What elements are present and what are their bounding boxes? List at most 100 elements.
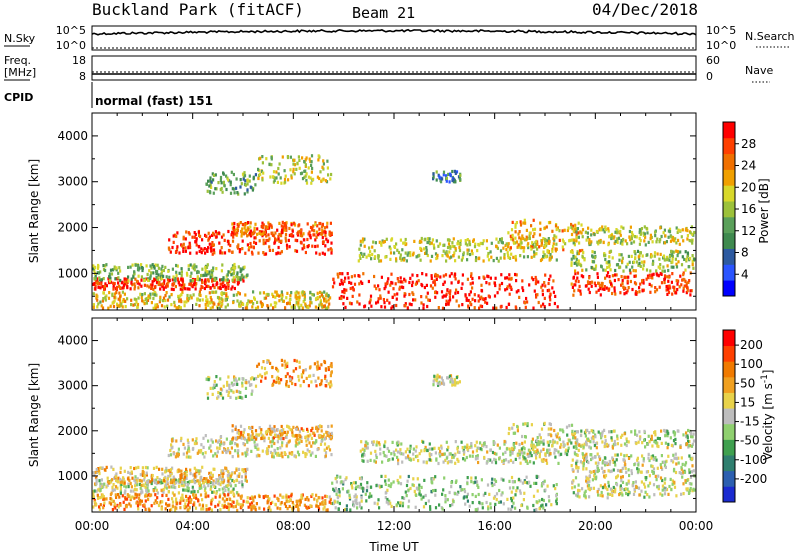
power-data-layer: [92, 154, 696, 310]
nsearch-top-tick: 10^5: [706, 24, 736, 37]
cbar-swatch-5: [723, 408, 735, 425]
power-cbar-tick-1: 8: [741, 246, 749, 260]
echo-band-10: [571, 473, 696, 500]
echo-band-5: [257, 154, 333, 185]
cbar-swatch-9: [723, 137, 735, 155]
cbar-swatch-7: [723, 169, 735, 186]
power-cbar-tick-6: 28: [741, 137, 756, 151]
power-x-axis: [91, 113, 697, 310]
echo-band-6: [205, 375, 258, 400]
xtick-label-6: 00:00: [679, 519, 714, 533]
nsearch-label: N.Search: [745, 30, 795, 43]
cbar-swatch-10: [723, 330, 735, 347]
power-y-axis: 1000 2000 3000 4000: [57, 129, 696, 297]
velocity-colorbar: 200 100 50 15 -15 -50 -100 -200 Velocity [m s-1…: [722, 329, 775, 503]
cbar-swatch-1: [723, 264, 735, 281]
beam-label: Beam 21: [352, 4, 415, 22]
cbar-swatch-2: [723, 455, 735, 472]
xtick-label-5: 20:00: [578, 519, 613, 533]
cbar-swatch-8: [723, 153, 735, 170]
echo-band-5: [256, 358, 333, 389]
cbar-swatch-3: [723, 439, 735, 456]
cbar-swatch-4: [723, 216, 735, 234]
ytick-label-0: 1000: [57, 266, 88, 280]
ytick-label-3: 4000: [57, 334, 88, 348]
velocity-cbar-tick-3: 15: [740, 395, 755, 409]
nsky-label: N.Sky: [4, 32, 36, 45]
ytick-label-1: 2000: [57, 424, 88, 438]
nsky-bottom-tick: 10^0: [56, 39, 86, 52]
echo-band-10: [570, 271, 693, 297]
date-label: 04/Dec/2018: [592, 0, 698, 19]
echo-band-2: [92, 492, 333, 512]
echo-band-11: [570, 249, 696, 273]
power-ylabel: Slant Range [km]: [27, 159, 41, 263]
echo-band-4: [231, 220, 333, 238]
cbar-swatch-7: [723, 376, 735, 393]
cbar-swatch-4: [723, 423, 735, 440]
velocity-cbar-tick-7: -200: [740, 472, 767, 486]
station-title: Buckland Park (fitACF): [92, 0, 304, 19]
echo-band-12: [570, 225, 696, 247]
cbar-swatch-8: [723, 361, 735, 378]
velocity-cbar-tick-5: -50: [740, 434, 760, 448]
echo-band-7: [331, 474, 558, 512]
cbar-swatch-6: [723, 185, 735, 202]
cbar-swatch-6: [723, 392, 735, 409]
power-colorbar: 4 8 12 16 20 24 28 Power [dB]: [722, 121, 771, 297]
power-cbar-tick-0: 4: [741, 267, 749, 281]
velocity-xlabel: Time UT: [368, 540, 419, 554]
echo-band-11: [570, 452, 695, 476]
ytick-label-2: 3000: [57, 175, 88, 189]
echo-band-1: [92, 262, 249, 283]
xtick-label-3: 12:00: [377, 519, 412, 533]
cpid-strip: CPID normal (fast) 151: [4, 82, 213, 108]
cbar-swatch-0: [723, 280, 735, 297]
freq-top-tick: 18: [72, 54, 86, 67]
cbar-swatch-1: [723, 470, 735, 487]
echo-band-7: [331, 272, 559, 310]
velocity-cbar-label: Velocity [m s-1]: [760, 370, 775, 461]
echo-band-1: [92, 465, 249, 485]
power-cbar-tick-2: 12: [741, 224, 756, 238]
power-panel: 1000 2000 3000 4000 Slant Range [km]: [27, 112, 697, 311]
ytick-label-1: 2000: [57, 221, 88, 235]
ytick-label-3: 4000: [57, 129, 88, 143]
nsearch-bottom-tick: 10^0: [706, 39, 736, 52]
xtick-label-1: 04:00: [175, 519, 210, 533]
velocity-cbar-tick-2: 50: [740, 376, 755, 390]
velocity-ylabel: Slant Range [km]: [27, 363, 41, 467]
nave-bottom-tick: 0: [706, 70, 713, 83]
power-cbar-label: Power [dB]: [757, 178, 771, 243]
freq-bottom-tick: 8: [79, 70, 86, 83]
cbar-swatch-5: [723, 201, 735, 218]
velocity-cbar-tick-1: 100: [740, 357, 763, 371]
ytick-label-2: 3000: [57, 379, 88, 393]
cpid-label: CPID: [4, 91, 33, 104]
cbar-swatch-9: [723, 345, 735, 362]
power-cbar-tick-5: 24: [741, 159, 756, 173]
echo-band-4: [231, 424, 334, 441]
power-cbar-tick-3: 16: [741, 202, 756, 216]
echo-band-13: [432, 373, 461, 387]
echo-band-9: [507, 421, 585, 457]
echo-band-12: [570, 428, 696, 450]
freq-strip: Freq. [MHz] 18 8 60 0 Nave: [4, 54, 773, 83]
velocity-y-axis: 1000 2000 3000 4000: [57, 334, 696, 499]
nave-label: Nave: [745, 64, 773, 77]
echo-band-9: [507, 218, 585, 254]
echo-band-2: [92, 290, 332, 310]
power-cbar-tick-4: 20: [741, 180, 756, 194]
velocity-cbar-tick-4: -15: [740, 415, 760, 429]
cpid-value: normal (fast) 151: [95, 94, 213, 108]
xtick-label-2: 08:00: [276, 519, 311, 533]
echo-band-6: [205, 170, 257, 196]
velocity-data-layer: [92, 358, 696, 512]
xtick-label-4: 16:00: [477, 519, 512, 533]
velocity-x-axis: 00:00 04:00 08:00 12:00 16:00 20:00 00:00: [75, 318, 714, 533]
nave-top-tick: 60: [706, 54, 720, 67]
cbar-swatch-10: [723, 122, 735, 139]
xtick-label-0: 00:00: [75, 519, 110, 533]
cbar-swatch-0: [723, 486, 735, 503]
